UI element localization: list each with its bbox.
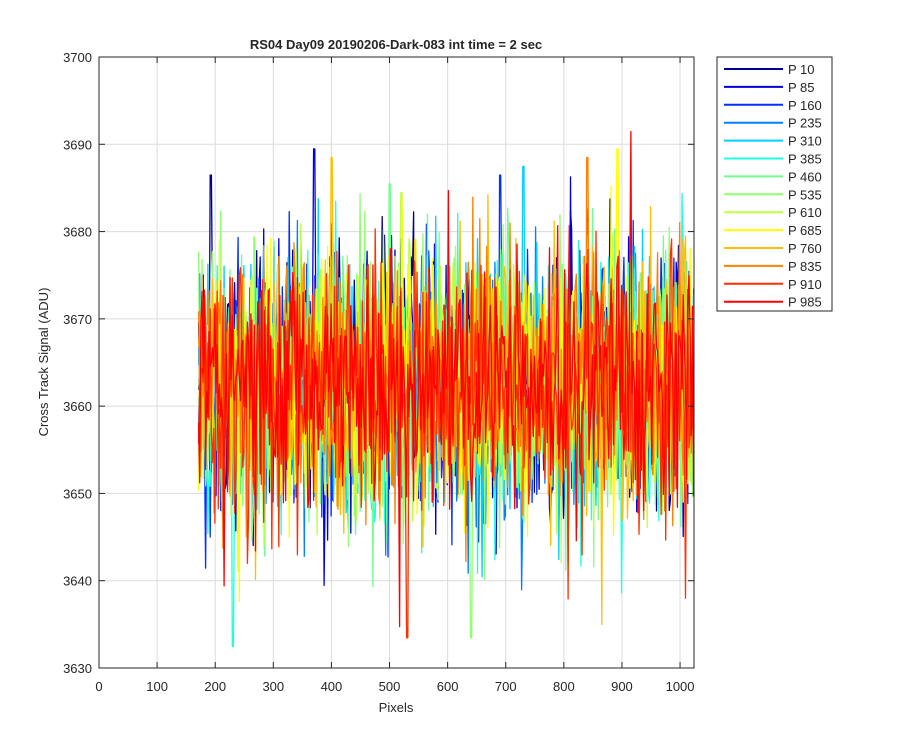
y-tick-label: 3640 xyxy=(63,574,92,589)
x-tick-label: 700 xyxy=(495,679,517,694)
x-tick-label: 200 xyxy=(204,679,226,694)
legend-label: P 910 xyxy=(788,277,822,292)
legend-items: P 10 P 85 P 160 P 235 P 310 P 385 P 460 P 535 P … xyxy=(724,62,822,310)
x-tick-label: 100 xyxy=(146,679,168,694)
y-tick-label: 3700 xyxy=(63,50,92,65)
x-axis-label: Pixels xyxy=(379,700,414,715)
legend-label: P 85 xyxy=(788,80,815,95)
series-clip xyxy=(197,130,694,648)
x-tick-label: 900 xyxy=(611,679,633,694)
legend-label: P 310 xyxy=(788,134,822,149)
x-tick-label: 500 xyxy=(379,679,401,694)
legend-label: P 760 xyxy=(788,241,822,256)
legend-label: P 835 xyxy=(788,259,822,274)
legend-item: P 10 xyxy=(724,62,815,77)
legend-label: P 385 xyxy=(788,152,822,167)
x-tick-label: 800 xyxy=(553,679,575,694)
legend-label: P 160 xyxy=(788,98,822,113)
y-tick-label: 3660 xyxy=(63,399,92,414)
x-tick-label: 0 xyxy=(95,679,102,694)
legend-item: P 985 xyxy=(724,295,822,310)
legend-item: P 235 xyxy=(724,116,822,131)
legend-item: P 910 xyxy=(724,277,822,292)
y-tick-label: 3630 xyxy=(63,661,92,676)
x-tick-label: 400 xyxy=(321,679,343,694)
x-tick-label: 600 xyxy=(437,679,459,694)
legend-label: P 685 xyxy=(788,223,822,238)
legend-item: P 835 xyxy=(724,259,822,274)
legend-item: P 460 xyxy=(724,169,822,184)
plot-area xyxy=(98,56,695,669)
series-line-p-985 xyxy=(197,130,694,628)
y-tick-label: 3670 xyxy=(63,312,92,327)
legend-item: P 85 xyxy=(724,80,815,95)
series-lines xyxy=(197,130,694,648)
legend-item: P 310 xyxy=(724,134,822,149)
legend-item: P 685 xyxy=(724,223,822,238)
legend-item: P 610 xyxy=(724,205,822,220)
y-tick-label: 3650 xyxy=(63,486,92,501)
legend-box xyxy=(716,56,833,312)
legend-label: P 10 xyxy=(788,62,815,77)
legend-label: P 610 xyxy=(788,205,822,220)
y-tick-label: 3690 xyxy=(63,137,92,152)
legend-item: P 160 xyxy=(724,98,822,113)
y-tick-label: 3680 xyxy=(63,225,92,240)
y-axis-label: Cross Track Signal (ADU) xyxy=(36,288,51,437)
x-tick-label: 300 xyxy=(262,679,284,694)
legend-item: P 760 xyxy=(724,241,822,256)
x-tick-label: 1000 xyxy=(666,679,695,694)
chart-title: RS04 Day09 20190206-Dark-083 int time = … xyxy=(250,37,542,52)
legend-label: P 535 xyxy=(788,187,822,202)
legend-label: P 985 xyxy=(788,295,822,310)
y-tick-labels: 3630 3640 3650 3660 3670 3680 3690 3700 xyxy=(63,50,92,676)
x-tick-labels: 0 100 200 300 400 500 600 700 800 900 1000 xyxy=(95,679,694,694)
tick-marks xyxy=(98,56,694,669)
legend: P 10 P 85 P 160 P 235 P 310 P 385 P 460 P 535 P … xyxy=(716,56,833,312)
legend-item: P 535 xyxy=(724,187,822,202)
legend-label: P 460 xyxy=(788,169,822,184)
legend-item: P 385 xyxy=(724,152,822,167)
plot-box xyxy=(98,56,695,669)
legend-label: P 235 xyxy=(788,116,822,131)
